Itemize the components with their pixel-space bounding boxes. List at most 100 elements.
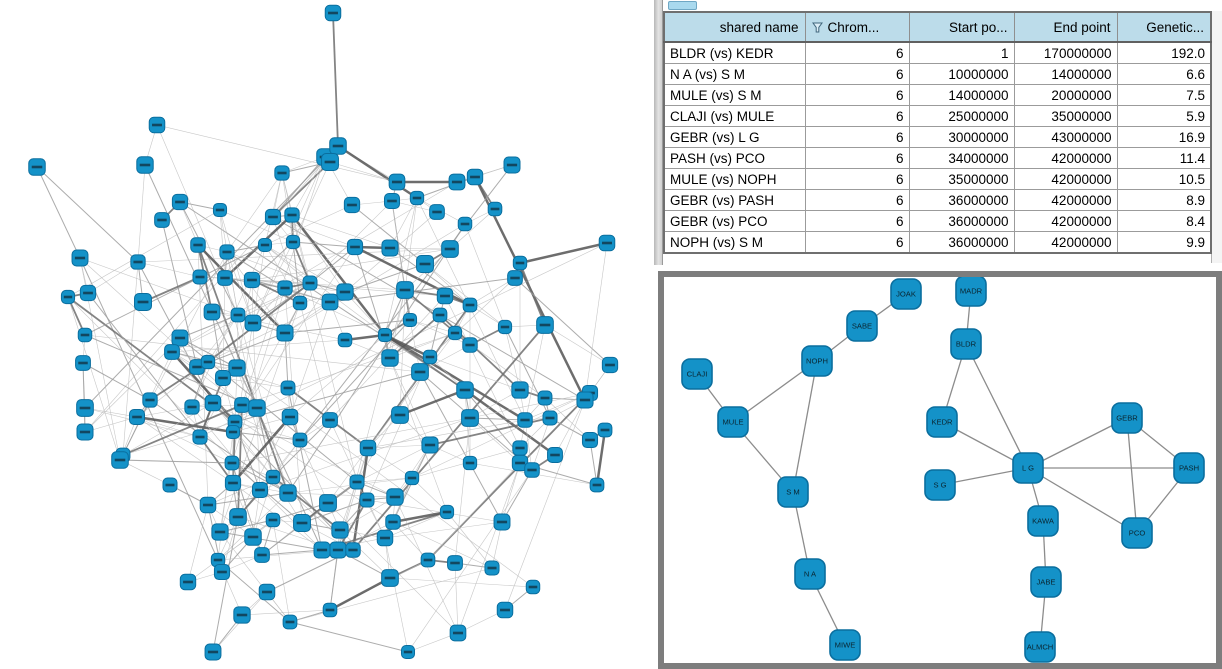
cell-value[interactable]: 11.4 [1116, 147, 1212, 169]
cell-value[interactable]: 10.5 [1116, 168, 1212, 190]
network-node[interactable] [346, 238, 364, 256]
network-node[interactable] [211, 523, 229, 541]
network-node[interactable] [576, 391, 594, 409]
network-node[interactable] [484, 560, 500, 576]
network-node[interactable] [391, 406, 409, 424]
network-node[interactable] [76, 423, 94, 441]
network-node[interactable] [75, 355, 91, 371]
node-CLAJI[interactable]: CLAJI [681, 358, 713, 390]
network-node[interactable] [329, 137, 347, 155]
network-node[interactable] [233, 606, 251, 624]
node-SM[interactable]: S M [777, 476, 809, 508]
network-node[interactable] [225, 424, 241, 440]
network-node[interactable] [254, 547, 270, 563]
cell-value[interactable]: 6 [804, 189, 910, 211]
cell-shared-name[interactable]: MULE (vs) NOPH [663, 168, 806, 190]
network-node[interactable] [383, 192, 401, 210]
node-SG[interactable]: S G [924, 469, 956, 501]
network-node[interactable] [359, 492, 375, 508]
cell-value[interactable]: 6 [804, 210, 910, 232]
network-node[interactable] [420, 552, 436, 568]
network-node[interactable] [422, 349, 438, 365]
network-node[interactable] [589, 477, 605, 493]
network-node[interactable] [313, 541, 331, 559]
edge-BLDR-LG[interactable] [965, 343, 1029, 469]
network-node[interactable] [200, 354, 216, 370]
network-node[interactable] [429, 204, 445, 220]
network-node[interactable] [136, 156, 154, 174]
cell-value[interactable]: 6 [804, 105, 910, 127]
network-node[interactable] [244, 528, 262, 546]
cell-value[interactable]: 14000000 [908, 84, 1015, 106]
network-node[interactable] [507, 270, 523, 286]
network-node[interactable] [537, 390, 553, 406]
network-node[interactable] [493, 513, 511, 531]
network-node[interactable] [322, 412, 338, 428]
cell-value[interactable]: 6.6 [1116, 63, 1212, 85]
cell-shared-name[interactable]: N A (vs) S M [663, 63, 806, 85]
network-node[interactable] [76, 399, 94, 417]
node-shape[interactable] [801, 345, 833, 377]
node-LG[interactable]: L G [1012, 452, 1044, 484]
node-shape[interactable] [717, 406, 749, 438]
network-node[interactable] [281, 408, 299, 426]
network-node[interactable] [164, 344, 180, 360]
edge-LG-GEBR[interactable] [1027, 417, 1128, 469]
table-right-scrollbar-track[interactable] [1211, 11, 1222, 263]
table-row[interactable]: GEBR (vs) L G 6 30000000 43000000 16.9 [663, 126, 1212, 148]
network-node[interactable] [457, 216, 473, 232]
network-node[interactable] [171, 329, 189, 347]
table-row[interactable]: CLAJI (vs) MULE 6 25000000 35000000 5.9 [663, 105, 1212, 127]
node-MIWE[interactable]: MIWE [829, 629, 861, 661]
cell-value[interactable]: 6 [804, 84, 910, 106]
network-node[interactable] [276, 324, 294, 342]
network-node[interactable] [248, 399, 266, 417]
table-row[interactable]: N A (vs) S M 6 10000000 14000000 6.6 [663, 63, 1212, 85]
network-node[interactable] [542, 410, 558, 426]
network-node[interactable] [337, 332, 353, 348]
table-row[interactable]: PASH (vs) PCO 6 34000000 42000000 11.4 [663, 147, 1212, 169]
table-row[interactable]: BLDR (vs) KEDR 6 1 170000000 192.0 [663, 41, 1212, 64]
cell-shared-name[interactable]: NOPH (vs) S M [663, 231, 806, 254]
network-node[interactable] [439, 504, 455, 520]
network-node[interactable] [244, 314, 262, 332]
node-shape[interactable] [777, 476, 809, 508]
cell-value[interactable]: 6 [804, 231, 910, 254]
network-node[interactable] [130, 254, 146, 270]
network-node[interactable] [243, 271, 261, 289]
cell-value[interactable]: 35000000 [1013, 105, 1118, 127]
network-node[interactable] [511, 454, 529, 472]
network-node[interactable] [279, 484, 297, 502]
network-node[interactable] [142, 392, 158, 408]
network-node[interactable] [189, 359, 205, 375]
network-node[interactable] [525, 579, 541, 595]
node-shape[interactable] [1012, 452, 1044, 484]
node-MADR[interactable]: MADR [955, 277, 987, 307]
cell-value[interactable]: 8.9 [1116, 189, 1212, 211]
network-node[interactable] [496, 601, 514, 619]
network-node[interactable] [199, 496, 217, 514]
network-node[interactable] [190, 237, 206, 253]
network-node[interactable] [60, 289, 76, 305]
table-row[interactable]: GEBR (vs) PASH 6 36000000 42000000 8.9 [663, 189, 1212, 211]
table-row[interactable]: GEBR (vs) PCO 6 36000000 42000000 8.4 [663, 210, 1212, 232]
network-node[interactable] [536, 316, 554, 334]
cell-shared-name[interactable]: BLDR (vs) KEDR [663, 41, 806, 64]
network-node[interactable] [213, 563, 231, 581]
network-node[interactable] [331, 521, 349, 539]
main-network-canvas[interactable] [0, 0, 655, 669]
column-header-chrom[interactable]: Chrom... [804, 11, 910, 43]
network-node[interactable] [524, 462, 540, 478]
network-node[interactable] [381, 569, 399, 587]
network-node[interactable] [274, 165, 290, 181]
network-node[interactable] [462, 297, 478, 313]
node-JABE[interactable]: JABE [1030, 566, 1062, 598]
network-node[interactable] [192, 429, 208, 445]
cell-value[interactable]: 20000000 [1013, 84, 1118, 106]
network-node[interactable] [179, 573, 197, 591]
node-KEDR[interactable]: KEDR [926, 406, 958, 438]
node-shape[interactable] [846, 310, 878, 342]
column-header-startpo[interactable]: Start po... [908, 11, 1015, 43]
network-node[interactable] [204, 643, 222, 661]
network-node[interactable] [416, 255, 434, 273]
